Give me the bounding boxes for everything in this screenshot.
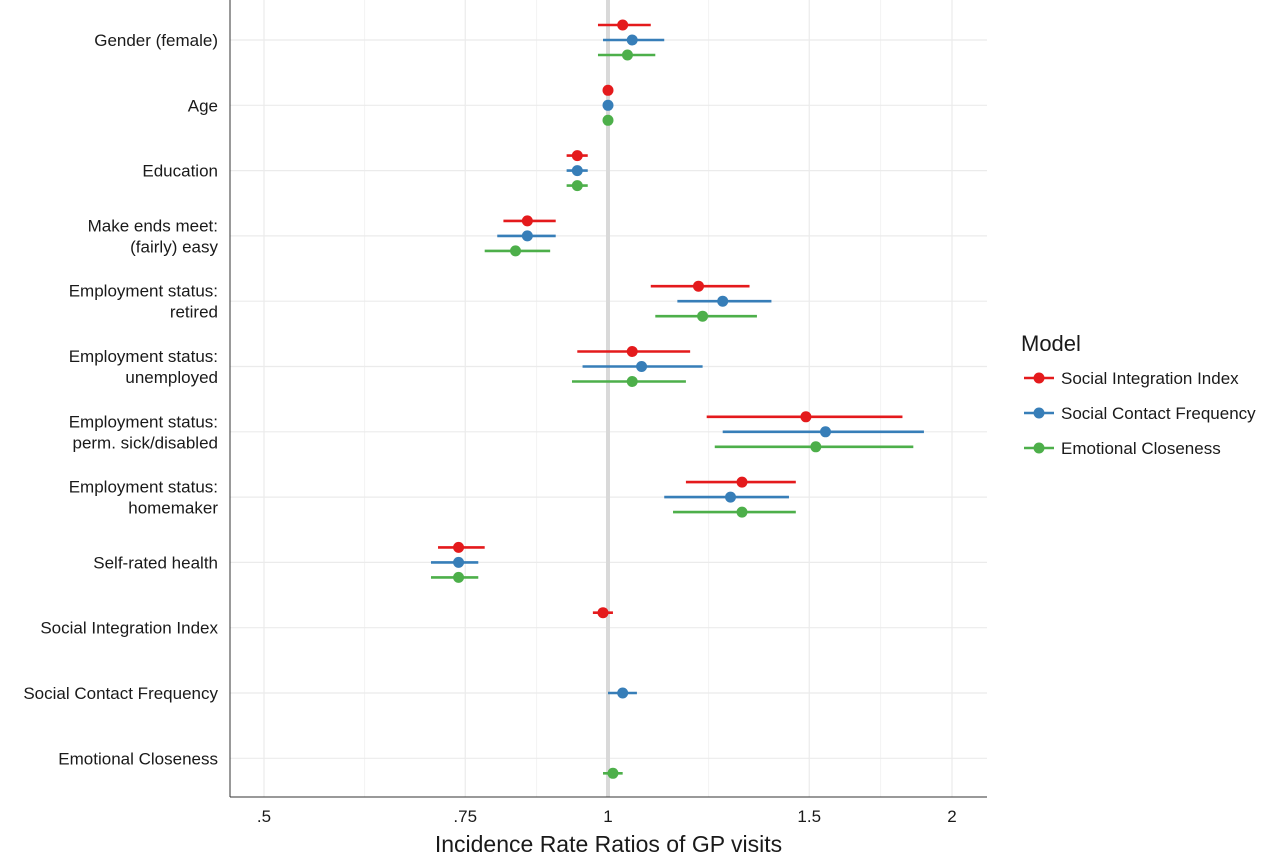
point-estimate [736,506,748,518]
point-estimate [597,607,609,619]
point-estimate [820,426,832,438]
point-estimate [521,230,533,242]
x-tick-label: 1 [603,807,612,826]
category-label: (fairly) easy [130,237,218,256]
x-axis-title: Incidence Rate Ratios of GP visits [435,831,782,854]
point-estimate [521,215,533,227]
point-estimate [607,767,619,779]
point-estimate [725,491,737,503]
legend-items: Social Integration Index Social Contact F… [1024,369,1256,458]
point-estimate [571,180,583,192]
category-label: Education [142,162,218,181]
point-estimate [736,476,748,488]
point-estimate [636,361,648,372]
data-marks [430,19,924,779]
point-estimate [626,34,638,46]
category-label: Social Integration Index [40,619,218,638]
point-estimate [571,165,583,177]
point-estimate [571,150,583,162]
point-estimate [717,295,729,307]
category-label: Gender (female) [94,31,218,50]
category-label: Employment status: [69,412,218,431]
point-estimate [602,84,614,96]
point-estimate [453,541,465,553]
point-estimate [453,571,465,583]
point-estimate [800,411,812,423]
category-label: Social Contact Frequency [23,684,218,703]
legend-label: Social Contact Frequency [1061,404,1256,423]
point-estimate [602,99,614,111]
legend-title: Model [1021,331,1081,356]
category-label: Age [188,96,218,115]
legend-label: Emotional Closeness [1061,439,1221,458]
legend-label: Social Integration Index [1061,369,1239,388]
point-estimate [697,310,709,322]
category-label: Make ends meet: [88,216,218,235]
point-estimate [626,346,638,357]
x-tick-labels: .5 .75 1 1.5 2 [257,807,957,826]
category-label: Employment status: [69,478,218,497]
point-estimate [453,556,465,568]
point-estimate [617,19,629,31]
point-estimate [626,376,638,387]
point-estimate [510,245,522,257]
x-tick-label: .75 [453,807,477,826]
legend-key-point [1033,442,1045,454]
x-tick-label: 2 [947,807,956,826]
point-estimate [602,114,614,126]
legend: Model Social Integration Index Social Con… [1021,331,1256,458]
category-label: Employment status: [69,347,218,366]
point-estimate [692,280,704,292]
category-label: Emotional Closeness [58,749,218,768]
category-label: Employment status: [69,282,218,301]
legend-key-point [1033,407,1045,419]
point-estimate [810,441,822,453]
category-label: homemaker [128,499,218,518]
x-tick-label: 1.5 [797,807,821,826]
category-label: retired [170,303,218,322]
legend-key-point [1033,372,1045,384]
axes [229,0,987,798]
category-label: unemployed [125,368,218,387]
category-labels: Gender (female) Age Education Make ends mee… [23,31,218,768]
category-label: perm. sick/disabled [72,433,218,452]
point-estimate [617,687,629,699]
point-estimate [621,49,633,61]
category-label: Self-rated health [93,553,218,572]
x-tick-label: .5 [257,807,271,826]
